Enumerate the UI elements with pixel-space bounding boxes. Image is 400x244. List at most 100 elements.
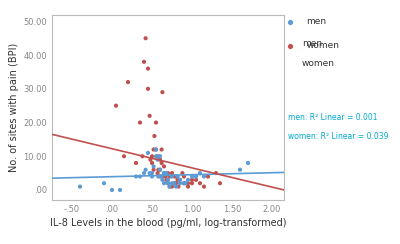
Point — [137, 174, 143, 178]
Point — [217, 181, 223, 185]
Point — [139, 154, 146, 158]
Point — [154, 154, 161, 158]
Point — [175, 185, 182, 189]
Point — [149, 174, 155, 178]
Point — [150, 168, 157, 172]
Point — [173, 174, 179, 178]
Point — [165, 171, 171, 175]
Point — [149, 161, 155, 165]
Point — [169, 171, 175, 175]
Point — [109, 188, 115, 192]
Point — [163, 171, 170, 175]
Point — [142, 168, 149, 172]
Point — [137, 121, 143, 124]
Point — [205, 174, 211, 178]
Point — [117, 188, 123, 192]
Point — [141, 171, 147, 175]
Point — [150, 148, 157, 152]
Point — [145, 151, 151, 155]
Point — [142, 36, 149, 40]
Point — [154, 171, 161, 175]
Point — [157, 174, 163, 178]
Point — [177, 181, 183, 185]
Point — [171, 181, 178, 185]
Point — [149, 171, 155, 175]
Point — [157, 154, 163, 158]
Point — [161, 171, 167, 175]
Text: men: R² Linear = 0.001: men: R² Linear = 0.001 — [288, 113, 378, 122]
Point — [145, 67, 151, 71]
Point — [153, 154, 159, 158]
Point — [165, 178, 171, 182]
Point — [158, 148, 165, 152]
Point — [153, 148, 159, 152]
Point — [149, 154, 155, 158]
Point — [201, 174, 207, 178]
Point — [197, 181, 203, 185]
Point — [157, 158, 163, 162]
Point — [141, 60, 147, 64]
Point — [154, 158, 161, 162]
Point — [145, 87, 151, 91]
Point — [189, 174, 195, 178]
Point — [147, 158, 154, 162]
Point — [159, 174, 166, 178]
Point — [174, 174, 181, 178]
Point — [125, 80, 131, 84]
Point — [213, 171, 219, 175]
Point — [158, 174, 165, 178]
Point — [173, 185, 179, 189]
Point — [155, 168, 162, 172]
Point — [133, 174, 139, 178]
Point — [77, 185, 83, 189]
Point — [153, 148, 159, 152]
Point — [181, 181, 187, 185]
Point — [101, 181, 107, 185]
Point — [113, 104, 119, 108]
Point — [158, 161, 165, 165]
Point — [169, 185, 175, 189]
Point — [153, 121, 159, 124]
Point — [185, 178, 191, 182]
Text: men: men — [306, 18, 326, 26]
Point — [181, 174, 187, 178]
Point — [121, 154, 127, 158]
Point — [166, 185, 173, 189]
Y-axis label: No. of sites with pain (BPI): No. of sites with pain (BPI) — [9, 43, 19, 172]
Point — [189, 178, 195, 182]
Point — [166, 185, 173, 189]
Point — [201, 185, 207, 189]
Point — [163, 178, 170, 182]
Point — [162, 174, 169, 178]
Point — [193, 178, 199, 182]
Point — [165, 181, 171, 185]
Point — [133, 161, 139, 165]
Point — [159, 90, 166, 94]
Point — [169, 181, 175, 185]
Point — [155, 174, 162, 178]
Point — [174, 178, 181, 182]
Text: women: R² Linear = 0.039: women: R² Linear = 0.039 — [288, 132, 388, 141]
Point — [159, 178, 166, 182]
Point — [169, 174, 175, 178]
Point — [146, 114, 153, 118]
Point — [237, 168, 243, 172]
Point — [245, 161, 251, 165]
Text: women: women — [302, 59, 335, 68]
Point — [161, 171, 167, 175]
Point — [177, 178, 183, 182]
Text: men: men — [302, 40, 322, 48]
Point — [157, 168, 163, 172]
Point — [189, 181, 195, 185]
Point — [157, 168, 163, 172]
Point — [150, 164, 157, 168]
Point — [193, 174, 199, 178]
Text: women: women — [306, 41, 339, 50]
Point — [171, 174, 178, 178]
Point — [173, 181, 179, 185]
Point — [181, 181, 187, 185]
Point — [151, 134, 158, 138]
X-axis label: IL-8 Levels in the blood (pg/ml, log-transformed): IL-8 Levels in the blood (pg/ml, log-tra… — [50, 218, 286, 228]
Point — [177, 178, 183, 182]
Point — [161, 164, 167, 168]
